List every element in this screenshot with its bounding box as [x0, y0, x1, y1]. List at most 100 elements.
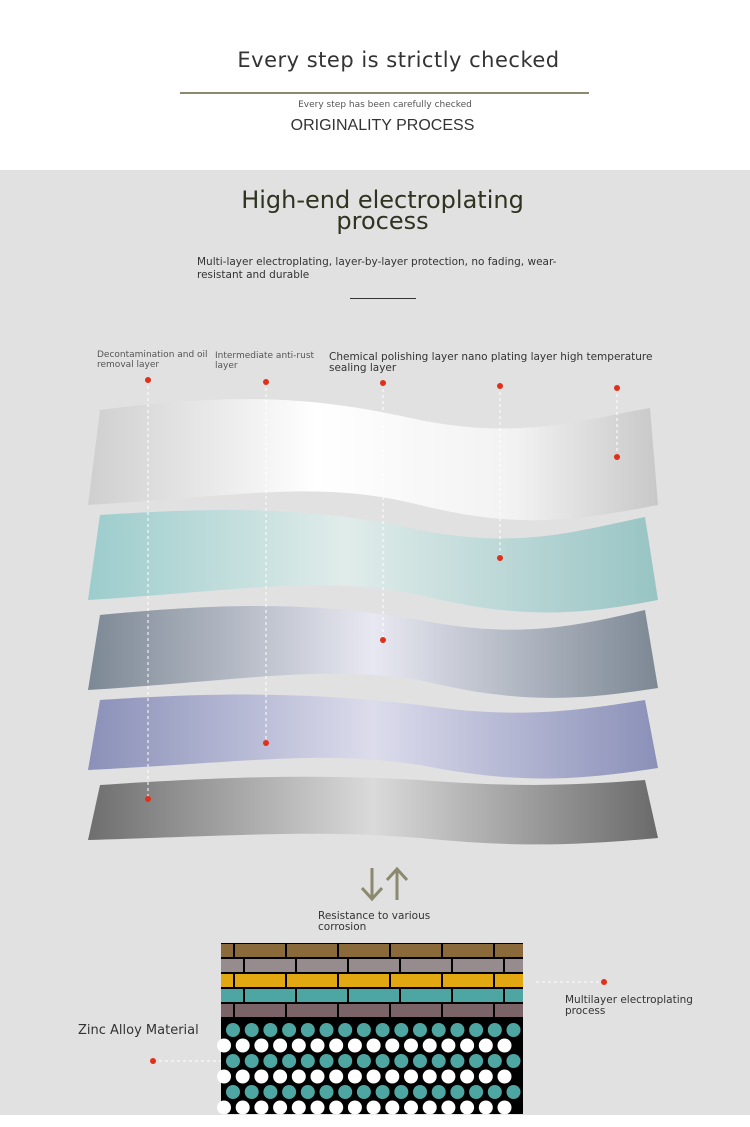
alloy-grain	[506, 1023, 521, 1037]
label-polishing-sealing: Chemical polishing layer nano plating la…	[329, 351, 653, 374]
alloy-grain	[235, 1038, 250, 1053]
plating-brick	[297, 959, 347, 972]
alloy-grain	[450, 1023, 465, 1037]
plating-brick	[221, 959, 243, 972]
alloy-grain	[375, 1054, 390, 1068]
plating-brick	[287, 944, 337, 957]
alloy-grain	[478, 1069, 493, 1084]
subtitle: Every step has been carefully checked	[298, 100, 472, 110]
plating-brick	[391, 1004, 441, 1017]
plating-brick	[221, 974, 233, 987]
plating-brick	[443, 1004, 493, 1017]
alloy-grain	[273, 1100, 288, 1115]
alloy-grain	[469, 1023, 484, 1037]
plating-brick	[339, 944, 389, 957]
process-description: Multi-layer electroplating, layer-by-lay…	[197, 256, 557, 281]
plating-brick	[495, 1004, 523, 1017]
alloy-grain	[404, 1038, 418, 1053]
plating-brick	[401, 959, 451, 972]
alloy-grain	[356, 1085, 371, 1099]
alloy-grain	[291, 1038, 306, 1053]
alloy-grain	[460, 1100, 475, 1115]
alloy-grain	[235, 1100, 250, 1115]
plating-brick	[495, 944, 523, 957]
plating-brick	[453, 989, 503, 1002]
alloy-grain	[375, 1085, 390, 1099]
alloy-grain	[235, 1069, 250, 1084]
alloy-grain	[478, 1100, 493, 1115]
plating-brick	[297, 989, 347, 1002]
plating-brick	[453, 959, 503, 972]
up-down-arrows-icon	[360, 866, 409, 902]
alloy-grain	[273, 1069, 288, 1084]
alloy-grain	[347, 1100, 362, 1115]
zinc-alloy-label: Zinc Alloy Material	[78, 1023, 199, 1038]
sealing-layer	[88, 399, 658, 521]
plating-brick	[235, 974, 285, 987]
title-divider	[180, 92, 589, 94]
alloy-grain	[478, 1038, 493, 1053]
alloy-grain	[338, 1023, 353, 1037]
alloy-grain	[469, 1054, 484, 1068]
alloy-grain	[441, 1069, 456, 1084]
alloy-grain	[217, 1069, 231, 1084]
plating-brick	[391, 974, 441, 987]
alloy-grain	[263, 1023, 278, 1037]
alloy-grain	[319, 1054, 334, 1068]
nano-plating-layer	[88, 510, 658, 613]
plating-brick	[401, 989, 451, 1002]
alloy-grain	[319, 1023, 334, 1037]
alloy-grain	[385, 1100, 400, 1115]
alloy-grain	[394, 1054, 409, 1068]
alloy-grain	[226, 1054, 240, 1068]
alloy-grain	[460, 1069, 475, 1084]
alloy-grain	[422, 1100, 437, 1115]
alloy-grain	[347, 1069, 362, 1084]
alloy-grain	[431, 1085, 446, 1099]
alloy-grain	[338, 1085, 353, 1099]
alloy-grain	[329, 1069, 344, 1084]
plating-brick	[505, 959, 523, 972]
alloy-grain	[273, 1038, 288, 1053]
plating-brick	[339, 974, 389, 987]
alloy-grain	[441, 1100, 456, 1115]
alloy-grain	[217, 1100, 231, 1115]
process-heading: High-end electroplating process	[241, 186, 524, 235]
alloy-grain	[347, 1038, 362, 1053]
alloy-grain	[404, 1069, 418, 1084]
alloy-grain	[254, 1100, 269, 1115]
alloy-grain	[450, 1085, 465, 1099]
alloy-grain	[413, 1023, 427, 1037]
alloy-grain	[487, 1023, 502, 1037]
alloy-grain	[282, 1054, 297, 1068]
alloy-grain	[422, 1038, 437, 1053]
plating-brick	[287, 1004, 337, 1017]
alloy-grain	[226, 1085, 240, 1099]
plating-brick	[495, 974, 523, 987]
alloy-grain	[254, 1038, 269, 1053]
alloy-grain	[244, 1085, 259, 1099]
material-cross-section	[217, 943, 533, 1115]
alloy-grain	[310, 1069, 325, 1084]
alloy-grain	[329, 1100, 344, 1115]
alloy-grain	[338, 1054, 353, 1068]
chemical-polishing-layer	[88, 605, 658, 698]
alloy-grain	[254, 1069, 269, 1084]
anti-rust-layer	[88, 694, 658, 779]
alloy-grain	[375, 1023, 390, 1037]
section-title: ORIGINALITY PROCESS	[290, 117, 475, 134]
alloy-grain	[497, 1100, 512, 1115]
alloy-grain	[291, 1069, 306, 1084]
alloy-grain	[385, 1069, 400, 1084]
alloy-grain	[497, 1038, 512, 1053]
page-title: Every step is strictly checked	[237, 48, 560, 72]
alloy-grain	[282, 1085, 297, 1099]
alloy-grain	[506, 1054, 521, 1068]
alloy-grain	[300, 1085, 315, 1099]
alloy-grain	[413, 1054, 427, 1068]
alloy-grain	[356, 1023, 371, 1037]
alloy-grain	[300, 1023, 315, 1037]
alloy-grain	[506, 1085, 521, 1099]
alloy-grain	[441, 1038, 456, 1053]
alloy-grain	[263, 1054, 278, 1068]
